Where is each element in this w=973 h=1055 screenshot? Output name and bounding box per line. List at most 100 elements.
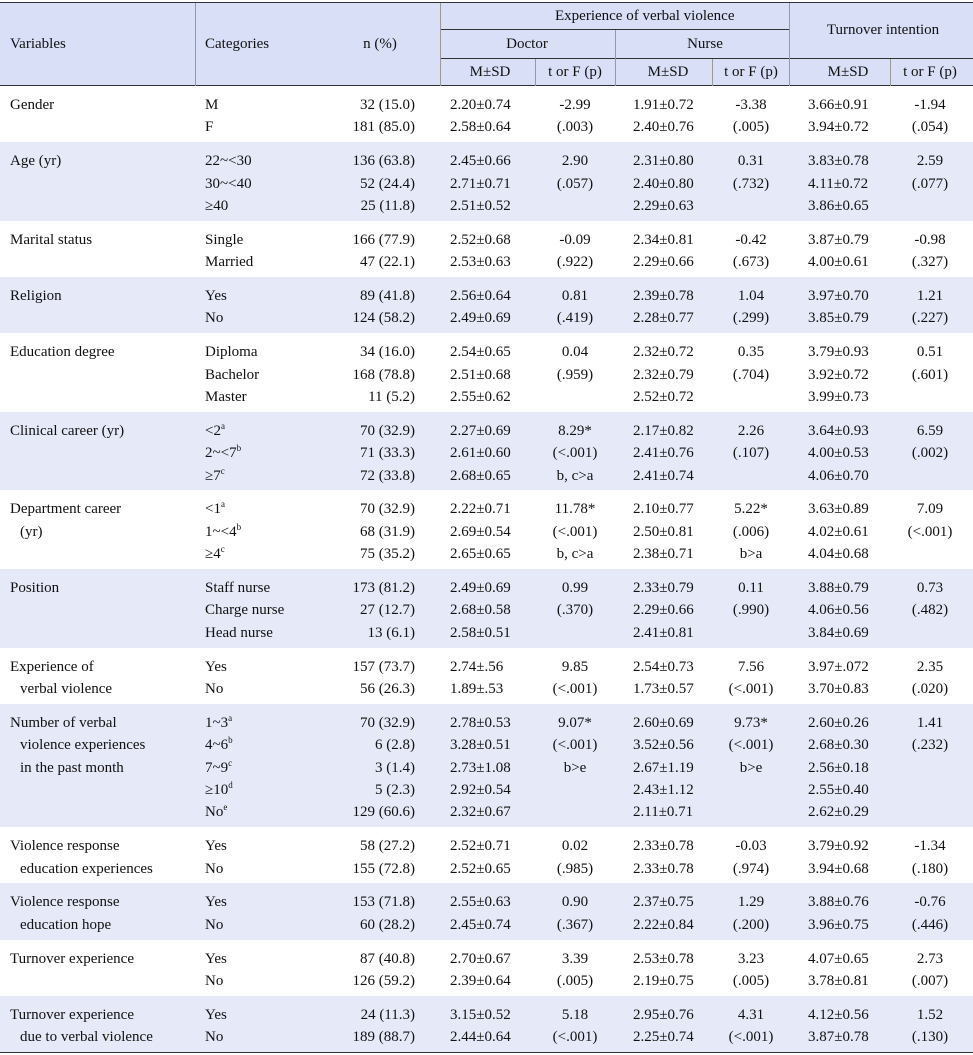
msd-cell: 2.34±0.81	[633, 231, 694, 248]
category: F	[205, 119, 214, 136]
header-cell: Doctor	[506, 36, 548, 52]
msd-cell: 2.60±0.69	[633, 714, 694, 731]
msd-cell: 3.28±0.51	[450, 737, 511, 754]
header-cell: Categories	[205, 36, 270, 52]
category: 30~<40	[205, 175, 252, 192]
stat-cell: (.482)	[911, 602, 949, 619]
n-cell: 166 (77.9)	[352, 231, 416, 248]
msd-cell: 2.22±0.71	[450, 501, 511, 518]
msd-cell: 3.78±0.81	[808, 973, 869, 989]
msd-cell: 3.96±0.75	[808, 916, 869, 933]
header-cell: Variables	[10, 36, 66, 52]
n-cell: 6 (2.8)	[375, 737, 415, 754]
msd-cell: 3.70±0.83	[808, 681, 869, 697]
category: ≥40	[205, 198, 229, 214]
stat-cell: (.005)	[556, 973, 594, 989]
n-cell: 25 (11.8)	[360, 198, 415, 214]
msd-cell: 2.11±0.71	[633, 804, 694, 821]
category-text: 2~<7	[205, 445, 237, 462]
stat-cell: 6.59	[916, 422, 944, 439]
stat-cell: 1.41	[916, 714, 944, 731]
msd-cell: 3.79±0.93	[808, 344, 869, 361]
category-sup: a	[220, 499, 225, 510]
msd-cell: 2.56±0.64	[450, 288, 511, 304]
msd-cell: 2.50±0.81	[633, 523, 694, 540]
stat-cell: 7.09	[916, 501, 944, 518]
category-sup: d	[228, 780, 233, 790]
msd-cell: 2.33±0.79	[633, 580, 694, 596]
stat-cell: (.419)	[556, 310, 594, 327]
stat-cell: 0.31	[737, 153, 765, 170]
variable-label: Marital status	[10, 231, 93, 248]
stat-cell: 2.73	[916, 950, 944, 967]
stat-cell: (.704)	[732, 366, 770, 383]
category: Yes	[205, 288, 227, 304]
column-divider	[712, 59, 713, 86]
row-group-bg	[0, 569, 973, 648]
n-cell: 11 (5.2)	[368, 389, 415, 405]
msd-cell: 2.71±0.71	[450, 175, 511, 192]
category-sup: a	[228, 712, 233, 723]
category: <1a	[205, 499, 225, 519]
msd-cell: 2.49±0.69	[450, 310, 511, 327]
header-cell: t or F (p)	[548, 64, 602, 80]
category-sup: b	[236, 443, 242, 454]
stat-cell: (.732)	[732, 175, 770, 192]
msd-cell: 3.94±0.72	[808, 119, 869, 136]
msd-cell: 2.33±0.78	[633, 838, 694, 855]
msd-cell: 2.22±0.84	[633, 916, 694, 933]
msd-cell: 3.15±0.52	[450, 1006, 511, 1023]
category: Yes	[205, 894, 227, 911]
msd-cell: 2.74±.56	[450, 658, 504, 675]
msd-cell: 2.68±0.65	[450, 467, 511, 484]
stat-cell: (.006)	[732, 523, 770, 540]
stat-cell: (.005)	[732, 119, 770, 136]
msd-cell: 4.04±0.68	[808, 546, 869, 563]
variable-label: violence experiences	[20, 737, 146, 754]
n-cell: 136 (63.8)	[352, 153, 416, 170]
stat-cell: 11.78*	[554, 501, 596, 518]
header-cell: t or F (p)	[724, 64, 778, 80]
msd-cell: 2.37±0.75	[633, 894, 694, 911]
category-text: ≥7	[205, 467, 221, 484]
msd-cell: 2.54±0.73	[633, 658, 694, 675]
stat-cell: -0.09	[559, 231, 591, 248]
category: Yes	[205, 950, 227, 967]
msd-cell: 2.40±0.76	[633, 119, 694, 136]
category-sup: b	[236, 521, 242, 532]
n-cell: 124 (58.2)	[352, 310, 416, 327]
stat-cell: b>e	[739, 759, 763, 776]
stat-cell: 9.85	[561, 658, 589, 675]
msd-cell: 2.40±0.80	[633, 175, 694, 192]
top-rule	[0, 2, 973, 3]
header-cell: M±SD	[647, 64, 689, 80]
stat-cell: 1.04	[737, 288, 765, 304]
variable-label: Position	[10, 580, 60, 596]
header-cell: Experience of verbal violence	[555, 8, 735, 24]
category: 1~<4b	[205, 522, 241, 542]
stat-cell: -2.99	[559, 97, 591, 113]
n-cell: 72 (33.8)	[360, 467, 415, 484]
msd-cell: 3.84±0.69	[808, 624, 869, 641]
msd-cell: 3.99±0.73	[808, 389, 869, 405]
variable-label: due to verbal violence	[20, 1029, 153, 1046]
msd-cell: 2.55±0.40	[808, 782, 869, 798]
n-cell: 56 (26.3)	[360, 681, 415, 697]
msd-cell: 2.58±0.51	[450, 624, 511, 641]
category-sup: b	[228, 735, 233, 746]
stat-cell: 1.29	[737, 894, 765, 911]
category: Charge nurse	[205, 602, 285, 619]
msd-cell: 2.68±0.30	[808, 737, 869, 754]
msd-cell: 2.62±0.29	[808, 804, 869, 821]
stat-cell: 9.07*	[558, 714, 592, 731]
stat-cell: -1.34	[914, 838, 946, 855]
stat-cell: b>e	[563, 759, 587, 776]
category: ≥10d	[205, 780, 233, 800]
category: Yes	[205, 1006, 227, 1023]
category-text: ≥10	[205, 782, 229, 798]
category-text: <2	[205, 422, 221, 439]
stat-cell: 0.11	[738, 580, 764, 596]
stat-cell: 4.31	[737, 1006, 765, 1023]
stat-cell: (.327)	[911, 254, 949, 271]
